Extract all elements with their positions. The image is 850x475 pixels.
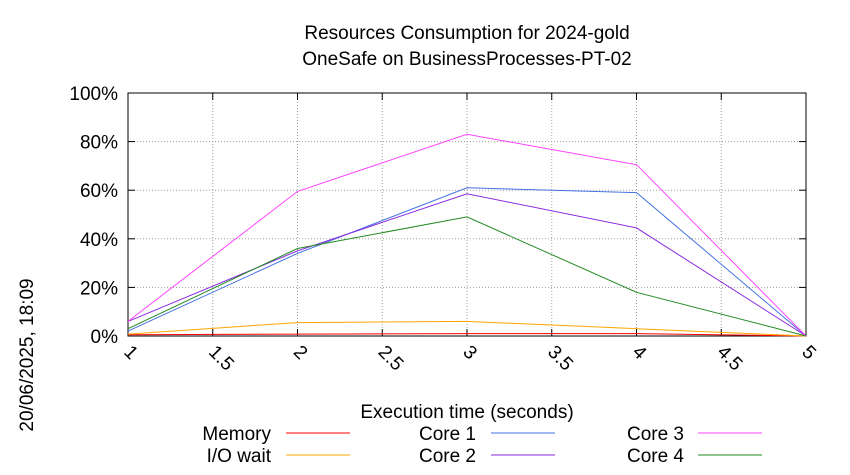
y-tick-label: 40% — [80, 230, 118, 251]
series-lines — [127, 133, 807, 337]
y-tick-label: 20% — [80, 278, 118, 299]
legend-label-core-3: Core 3 — [627, 424, 684, 445]
y-tick-label: 0% — [91, 327, 119, 348]
series-line-core-3 — [127, 133, 807, 337]
y-tick-label: 80% — [80, 133, 118, 154]
x-tick-label: 4.5 — [713, 342, 747, 376]
legend-label-memory: Memory — [202, 424, 271, 445]
x-tick-label: 3 — [458, 342, 480, 364]
chart-subtitle: OneSafe on BusinessProcesses-PT-02 — [302, 49, 632, 70]
x-tick-label: 1.5 — [204, 342, 238, 376]
x-tick-label: 2 — [289, 342, 311, 364]
x-tick-label: 5 — [797, 342, 819, 364]
legend-label-core-2: Core 2 — [419, 446, 476, 467]
legend-label-core-4: Core 4 — [627, 446, 684, 467]
series-line-memory — [127, 333, 807, 337]
series-line-i-o-wait — [127, 320, 807, 337]
y-tick-label: 100% — [69, 84, 118, 105]
series-line-core-4 — [127, 216, 807, 337]
x-tick-label: 2.5 — [374, 342, 408, 376]
legend-label-i-o-wait: I/O wait — [207, 446, 272, 467]
chart-title: Resources Consumption for 2024-gold — [304, 23, 629, 44]
x-tick-label: 1 — [119, 342, 141, 364]
y-tick-label: 60% — [80, 181, 118, 202]
timestamp-label: 20/06/2025, 18:09 — [17, 278, 38, 431]
x-tick-label: 3.5 — [543, 342, 577, 376]
series-line-core-2 — [127, 193, 807, 337]
x-axis-label: Execution time (seconds) — [360, 402, 573, 423]
series-line-core-1 — [127, 187, 807, 337]
grid — [128, 93, 806, 336]
x-tick-label: 4 — [628, 342, 651, 365]
legend-label-core-1: Core 1 — [419, 424, 476, 445]
